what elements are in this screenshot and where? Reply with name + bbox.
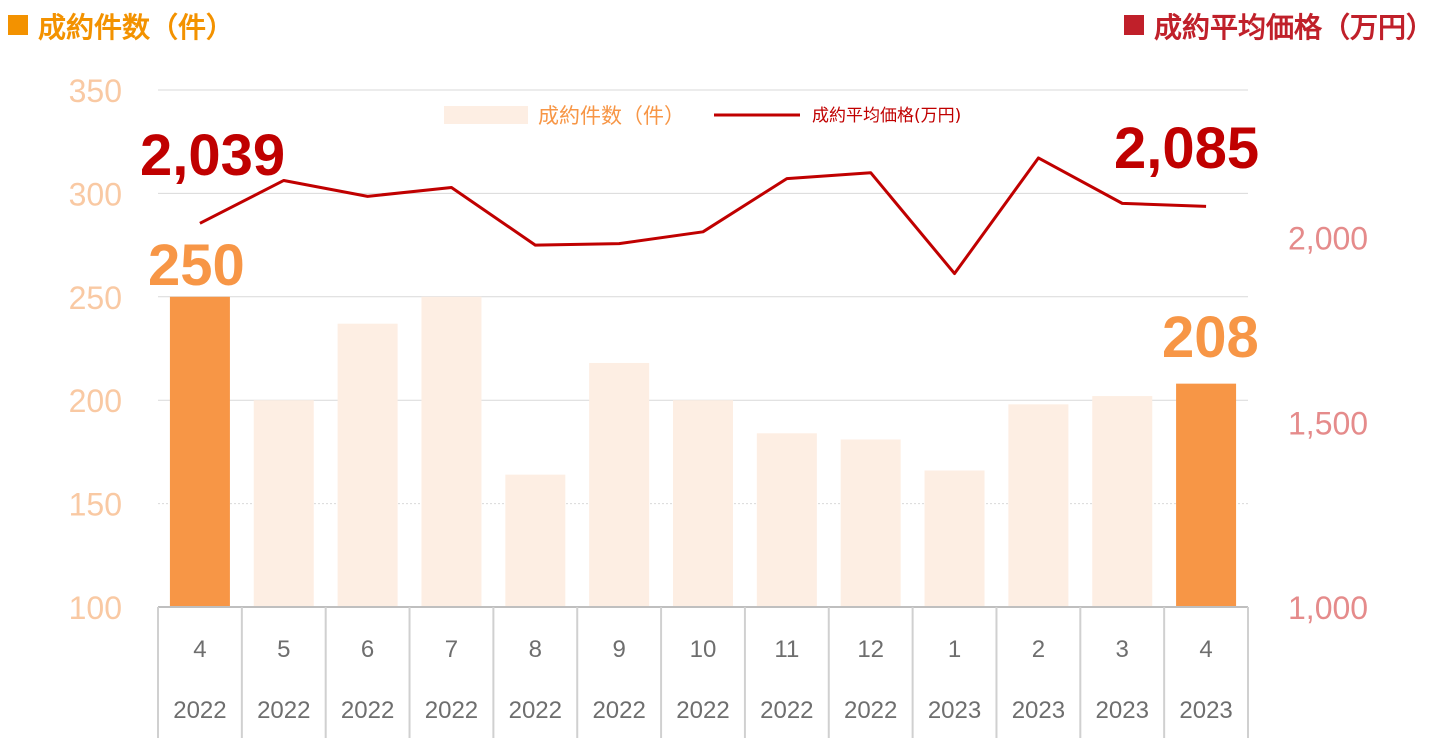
right-header-title: 成約平均価格（万円） [1153, 11, 1434, 44]
category-month-label: 7 [445, 636, 458, 663]
right-axis-tick-label: 2,000 [1288, 221, 1368, 257]
last-price-callout: 2,085 [1114, 116, 1259, 181]
category-month-label: 1 [948, 636, 961, 663]
left-axis-tick-label: 250 [69, 280, 122, 316]
category-year-label: 2022 [844, 697, 897, 724]
left-axis-header: 成約件数（件） [8, 6, 234, 46]
category-month-label: 5 [277, 636, 290, 663]
category-month-label: 9 [612, 636, 625, 663]
category-year-label: 2022 [425, 697, 478, 724]
category-month-label: 2 [1032, 636, 1045, 663]
category-year-label: 2022 [341, 697, 394, 724]
bar [1092, 396, 1153, 607]
bar [421, 296, 482, 607]
category-year-label: 2023 [928, 697, 981, 724]
category-year-label: 2023 [1096, 697, 1149, 724]
left-axis-tick-label: 150 [69, 487, 122, 523]
category-year-label: 2022 [676, 697, 729, 724]
bar [1176, 383, 1237, 607]
left-axis-tick-label: 350 [69, 73, 122, 109]
bar [253, 400, 314, 607]
last-count-callout: 208 [1162, 305, 1259, 370]
category-month-label: 12 [857, 636, 884, 663]
category-year-label: 2022 [257, 697, 310, 724]
bar [589, 362, 650, 607]
legend-bar-swatch [444, 106, 528, 124]
bar [840, 439, 901, 607]
first-count-callout: 250 [148, 233, 245, 298]
left-axis-tick-label: 200 [69, 383, 122, 419]
right-header-square-icon [1123, 15, 1144, 35]
category-month-label: 8 [529, 636, 542, 663]
category-year-label: 2022 [509, 697, 562, 724]
left-header-square-icon [8, 15, 28, 35]
bar [505, 474, 566, 607]
category-year-label: 2023 [1012, 697, 1065, 724]
category-year-label: 2022 [173, 697, 226, 724]
bar [337, 323, 398, 607]
category-month-label: 11 [774, 636, 799, 663]
bar [756, 433, 817, 607]
bar [924, 470, 985, 607]
right-axis-header: 成約平均価格（万円） [1123, 6, 1434, 46]
category-month-label: 6 [361, 636, 374, 663]
category-month-label: 4 [1199, 636, 1212, 663]
left-axis-tick-label: 300 [69, 176, 122, 212]
category-month-label: 10 [690, 636, 717, 663]
legend-bar-label: 成約件数（件） [538, 104, 685, 128]
left-axis-tick-label: 100 [69, 590, 122, 626]
category-month-label: 3 [1116, 636, 1129, 663]
legend-line-label: 成約平均価格(万円) [812, 106, 961, 126]
right-axis-tick-label: 1,500 [1288, 405, 1368, 441]
price-line [199, 156, 1207, 276]
left-header-title: 成約件数（件） [38, 11, 235, 44]
bar [169, 296, 230, 607]
bar [1008, 404, 1069, 607]
category-year-label: 2023 [1179, 697, 1232, 724]
category-month-label: 4 [193, 636, 206, 663]
first-price-callout: 2,039 [140, 123, 285, 188]
category-year-label: 2022 [760, 697, 813, 724]
right-axis-tick-label: 1,000 [1288, 590, 1368, 626]
bar [673, 400, 733, 607]
category-year-label: 2022 [592, 697, 645, 724]
